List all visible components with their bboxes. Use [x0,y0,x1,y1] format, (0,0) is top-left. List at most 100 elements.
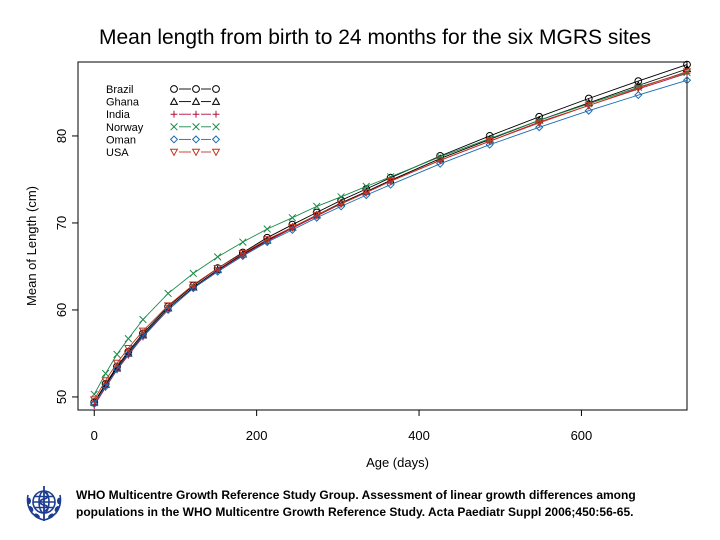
data-point [288,213,297,222]
data-point [534,119,544,128]
data-point [170,123,178,131]
data-point [191,148,201,157]
data-point [485,140,494,149]
data-point [584,106,593,115]
y-tick-label: 60 [54,303,69,317]
plot-frame [77,61,688,411]
x-tick-label: 600 [571,428,593,443]
data-point [169,97,179,105]
data-point [312,202,321,211]
data-point [112,365,122,374]
data-point [101,377,110,385]
legend-item: Brazil [106,84,220,96]
legend-item: Oman [106,134,221,146]
series-line-ghana [93,68,688,403]
data-point [211,135,221,144]
data-point [112,359,122,368]
series-india [90,69,691,410]
data-point [169,135,179,144]
data-point [189,269,198,278]
data-point [138,327,148,336]
data-point [213,253,222,261]
data-point [124,345,133,353]
data-point [124,350,133,359]
citation-text: WHO Multicentre Growth Reference Study G… [76,488,636,519]
legend-item: Norway [106,122,220,134]
data-point [211,97,221,105]
data-point [682,76,692,85]
data-point [336,200,346,209]
data-point [584,94,593,103]
legend-item: Ghana [106,97,221,109]
legend-label: Ghana [106,97,140,109]
data-point [263,225,271,233]
data-point [164,305,173,315]
data-point [213,267,222,276]
data-point [584,102,593,110]
series-brazil [90,60,691,407]
series-layer [89,60,692,410]
x-tick-label: 400 [408,428,430,443]
chart-title: Mean length from birth to 24 months for … [98,26,652,49]
data-point [192,85,200,93]
data-point [170,85,178,93]
data-point [211,148,221,157]
legend-label: Norway [106,122,144,134]
x-tick-label: 200 [246,428,268,443]
y-tick-label: 80 [54,129,69,143]
data-point [212,110,220,118]
data-point [682,68,692,76]
legend-label: Brazil [106,84,134,96]
data-point [139,315,147,324]
series-line-brazil [93,64,688,403]
data-point [169,148,179,157]
data-point [435,157,445,165]
data-point [163,302,173,311]
line-chart: 50 60 70 80 Mean of Length (cm) 0 200 400 600 Ag… [24,60,692,470]
data-point [192,110,200,118]
legend-label: USA [106,147,129,159]
data-point [683,60,691,69]
y-tick-label: 70 [54,216,69,230]
data-point [212,85,220,93]
series-usa [89,68,692,404]
series-ghana [89,64,692,406]
data-point [386,173,395,181]
x-tick-label: 0 [91,428,98,443]
data-point [535,123,544,132]
x-axis: 0 200 400 600 Age (days) [91,410,593,470]
data-point [634,90,643,100]
data-point [124,334,133,343]
data-point [485,137,494,146]
data-point [89,396,99,404]
data-point [213,264,222,273]
data-point [191,97,201,105]
data-point [634,77,643,86]
data-point [312,211,321,220]
data-point [90,399,99,409]
series-norway [90,68,691,399]
legend-label: Oman [106,134,136,146]
data-point [138,331,148,341]
data-point [362,182,371,191]
y-tick-label: 50 [54,390,69,404]
data-point [634,84,643,93]
series-line-india [93,72,688,406]
data-point [288,224,297,232]
series-line-oman [93,79,688,405]
data-point [113,350,121,359]
data-point [436,159,445,168]
plot-border [77,61,688,411]
legend-label: India [106,109,131,121]
data-point [386,177,395,186]
data-point [212,123,220,131]
data-point [239,238,247,246]
data-point [337,193,345,201]
data-point [101,382,110,391]
data-point [386,180,395,189]
data-point [238,250,248,258]
data-point [192,123,200,131]
legend-item: USA [106,147,221,159]
x-axis-label: Age (days) [366,455,429,470]
